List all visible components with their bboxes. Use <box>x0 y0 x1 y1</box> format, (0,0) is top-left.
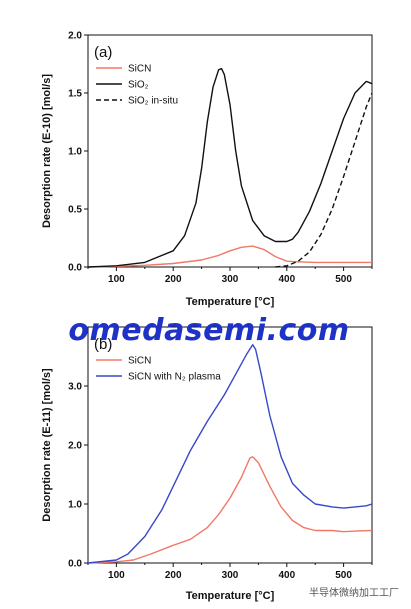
x-tick-label: 200 <box>165 570 182 581</box>
y-tick-label: 0.0 <box>68 559 82 570</box>
y-tick-label: 0.5 <box>68 205 82 216</box>
watermark-text: omedasemi.com <box>68 313 349 348</box>
y-tick-label: 1.5 <box>68 89 82 100</box>
y-tick-label: 2.0 <box>68 441 82 452</box>
footer-text: 半导体微纳加工工厂 <box>309 586 399 599</box>
panel-label: (b) <box>94 336 112 353</box>
x-tick-label: 100 <box>108 274 125 285</box>
legend-label: SiCN <box>128 64 151 75</box>
legend-label: SiCN <box>128 356 151 367</box>
series-line <box>87 344 373 564</box>
x-tick-label: 500 <box>335 570 352 581</box>
series-line <box>87 67 373 268</box>
x-tick-label: 300 <box>222 274 239 285</box>
panel-a: 100 200 300 400 500 0.0 0.5 1.0 1.5 2.0 Temperatur… <box>41 31 373 308</box>
panel-label: (a) <box>94 44 112 61</box>
x-tick-label: 400 <box>278 570 295 581</box>
x-tick-label: 200 <box>165 274 182 285</box>
y-tick-label: 1.0 <box>68 500 82 511</box>
x-tick-label: 400 <box>278 274 295 285</box>
x-tick-label: 500 <box>335 274 352 285</box>
legend-label: SiCN with N₂ plasma <box>128 372 221 383</box>
y-axis-label: Desorption rate (E-11) [mol/s] <box>41 368 53 522</box>
y-tick-label: 0.0 <box>68 263 82 274</box>
legend-label: SiO₂ in-situ <box>128 96 178 107</box>
series-line <box>275 92 373 268</box>
y-tick-label: 2.0 <box>68 31 82 42</box>
y-tick-label: 1.0 <box>68 147 82 158</box>
x-axis-label: Temperature [°C] <box>186 590 275 602</box>
x-tick-label: 100 <box>108 570 125 581</box>
series-line <box>87 456 373 564</box>
series-line <box>87 245 372 268</box>
panel-b: 100 200 300 400 500 0.0 1.0 2.0 3.0 Temperature [… <box>41 326 373 602</box>
legend-label: SiO₂ <box>128 80 149 91</box>
y-tick-label: 3.0 <box>68 382 82 393</box>
x-tick-label: 300 <box>222 570 239 581</box>
x-axis-label: Temperature [°C] <box>186 296 275 308</box>
y-axis-label: Desorption rate (E-10) [mol/s] <box>41 74 53 228</box>
